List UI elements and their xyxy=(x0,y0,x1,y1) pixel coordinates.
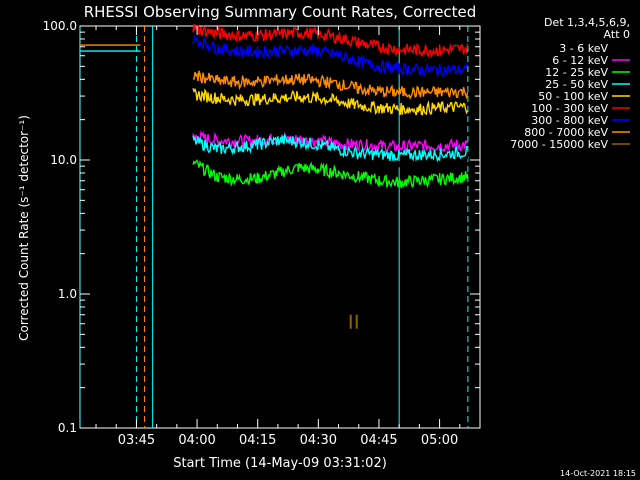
series-line-6 xyxy=(192,34,469,78)
x-tick-label: 04:15 xyxy=(239,433,276,448)
y-axis-label: Corrected Count Rate (s⁻¹ detector⁻¹) xyxy=(17,115,31,341)
y-tick-label: 1.0 xyxy=(58,287,77,301)
footer-timestamp: 14-Oct-2021 18:15 xyxy=(560,469,636,478)
series-lines xyxy=(79,23,469,329)
legend-label: 100 - 300 keV xyxy=(531,102,608,115)
legend-label: 300 - 800 keV xyxy=(531,114,608,127)
legend-label: 12 - 25 keV xyxy=(545,66,608,79)
legend-label: 3 - 6 keV xyxy=(559,42,608,55)
x-tick-label: 03:45 xyxy=(118,433,155,448)
vertical-markers xyxy=(79,26,469,428)
plot-frame xyxy=(79,25,481,429)
x-tick-label: 05:00 xyxy=(421,433,458,448)
y-tick-label: 10.0 xyxy=(50,153,77,167)
series-line-1 xyxy=(192,130,469,154)
legend-header-line: Att 0 xyxy=(604,28,630,41)
y-axis-label-text: Corrected Count Rate (s⁻¹ detector⁻¹) xyxy=(17,115,31,341)
x-tick-label: 04:45 xyxy=(360,433,397,448)
series-line-8 xyxy=(349,314,358,329)
series-line-7 xyxy=(79,44,469,100)
legend-label: 7000 - 15000 keV xyxy=(510,138,608,151)
legend-header-line: Det 1,3,4,5,6,9, xyxy=(544,16,630,29)
x-tick-label: 04:00 xyxy=(178,433,215,448)
y-tick-label: 100.0 xyxy=(43,19,77,33)
x-axis-label: Start Time (14-May-09 03:31:02) xyxy=(173,456,387,471)
legend-label: 800 - 7000 keV xyxy=(524,126,608,139)
chart-title: RHESSI Observing Summary Count Rates, Co… xyxy=(84,3,477,21)
series-line-5 xyxy=(192,23,469,59)
series-line-3 xyxy=(79,50,468,163)
y-tick-label: 0.1 xyxy=(58,421,77,435)
series-line-2 xyxy=(192,159,469,189)
x-tick-label: 04:30 xyxy=(300,433,337,448)
series-line-4 xyxy=(192,87,469,116)
legend-label: 6 - 12 keV xyxy=(552,54,608,67)
axes: 0.1 1.0 10.0 100.0 03:45 04:00 04:15 04:30 04:45… xyxy=(43,19,481,448)
legend-label: 50 - 100 keV xyxy=(538,90,608,103)
legend-label: 25 - 50 keV xyxy=(545,78,608,91)
series-line-0 xyxy=(192,141,469,172)
